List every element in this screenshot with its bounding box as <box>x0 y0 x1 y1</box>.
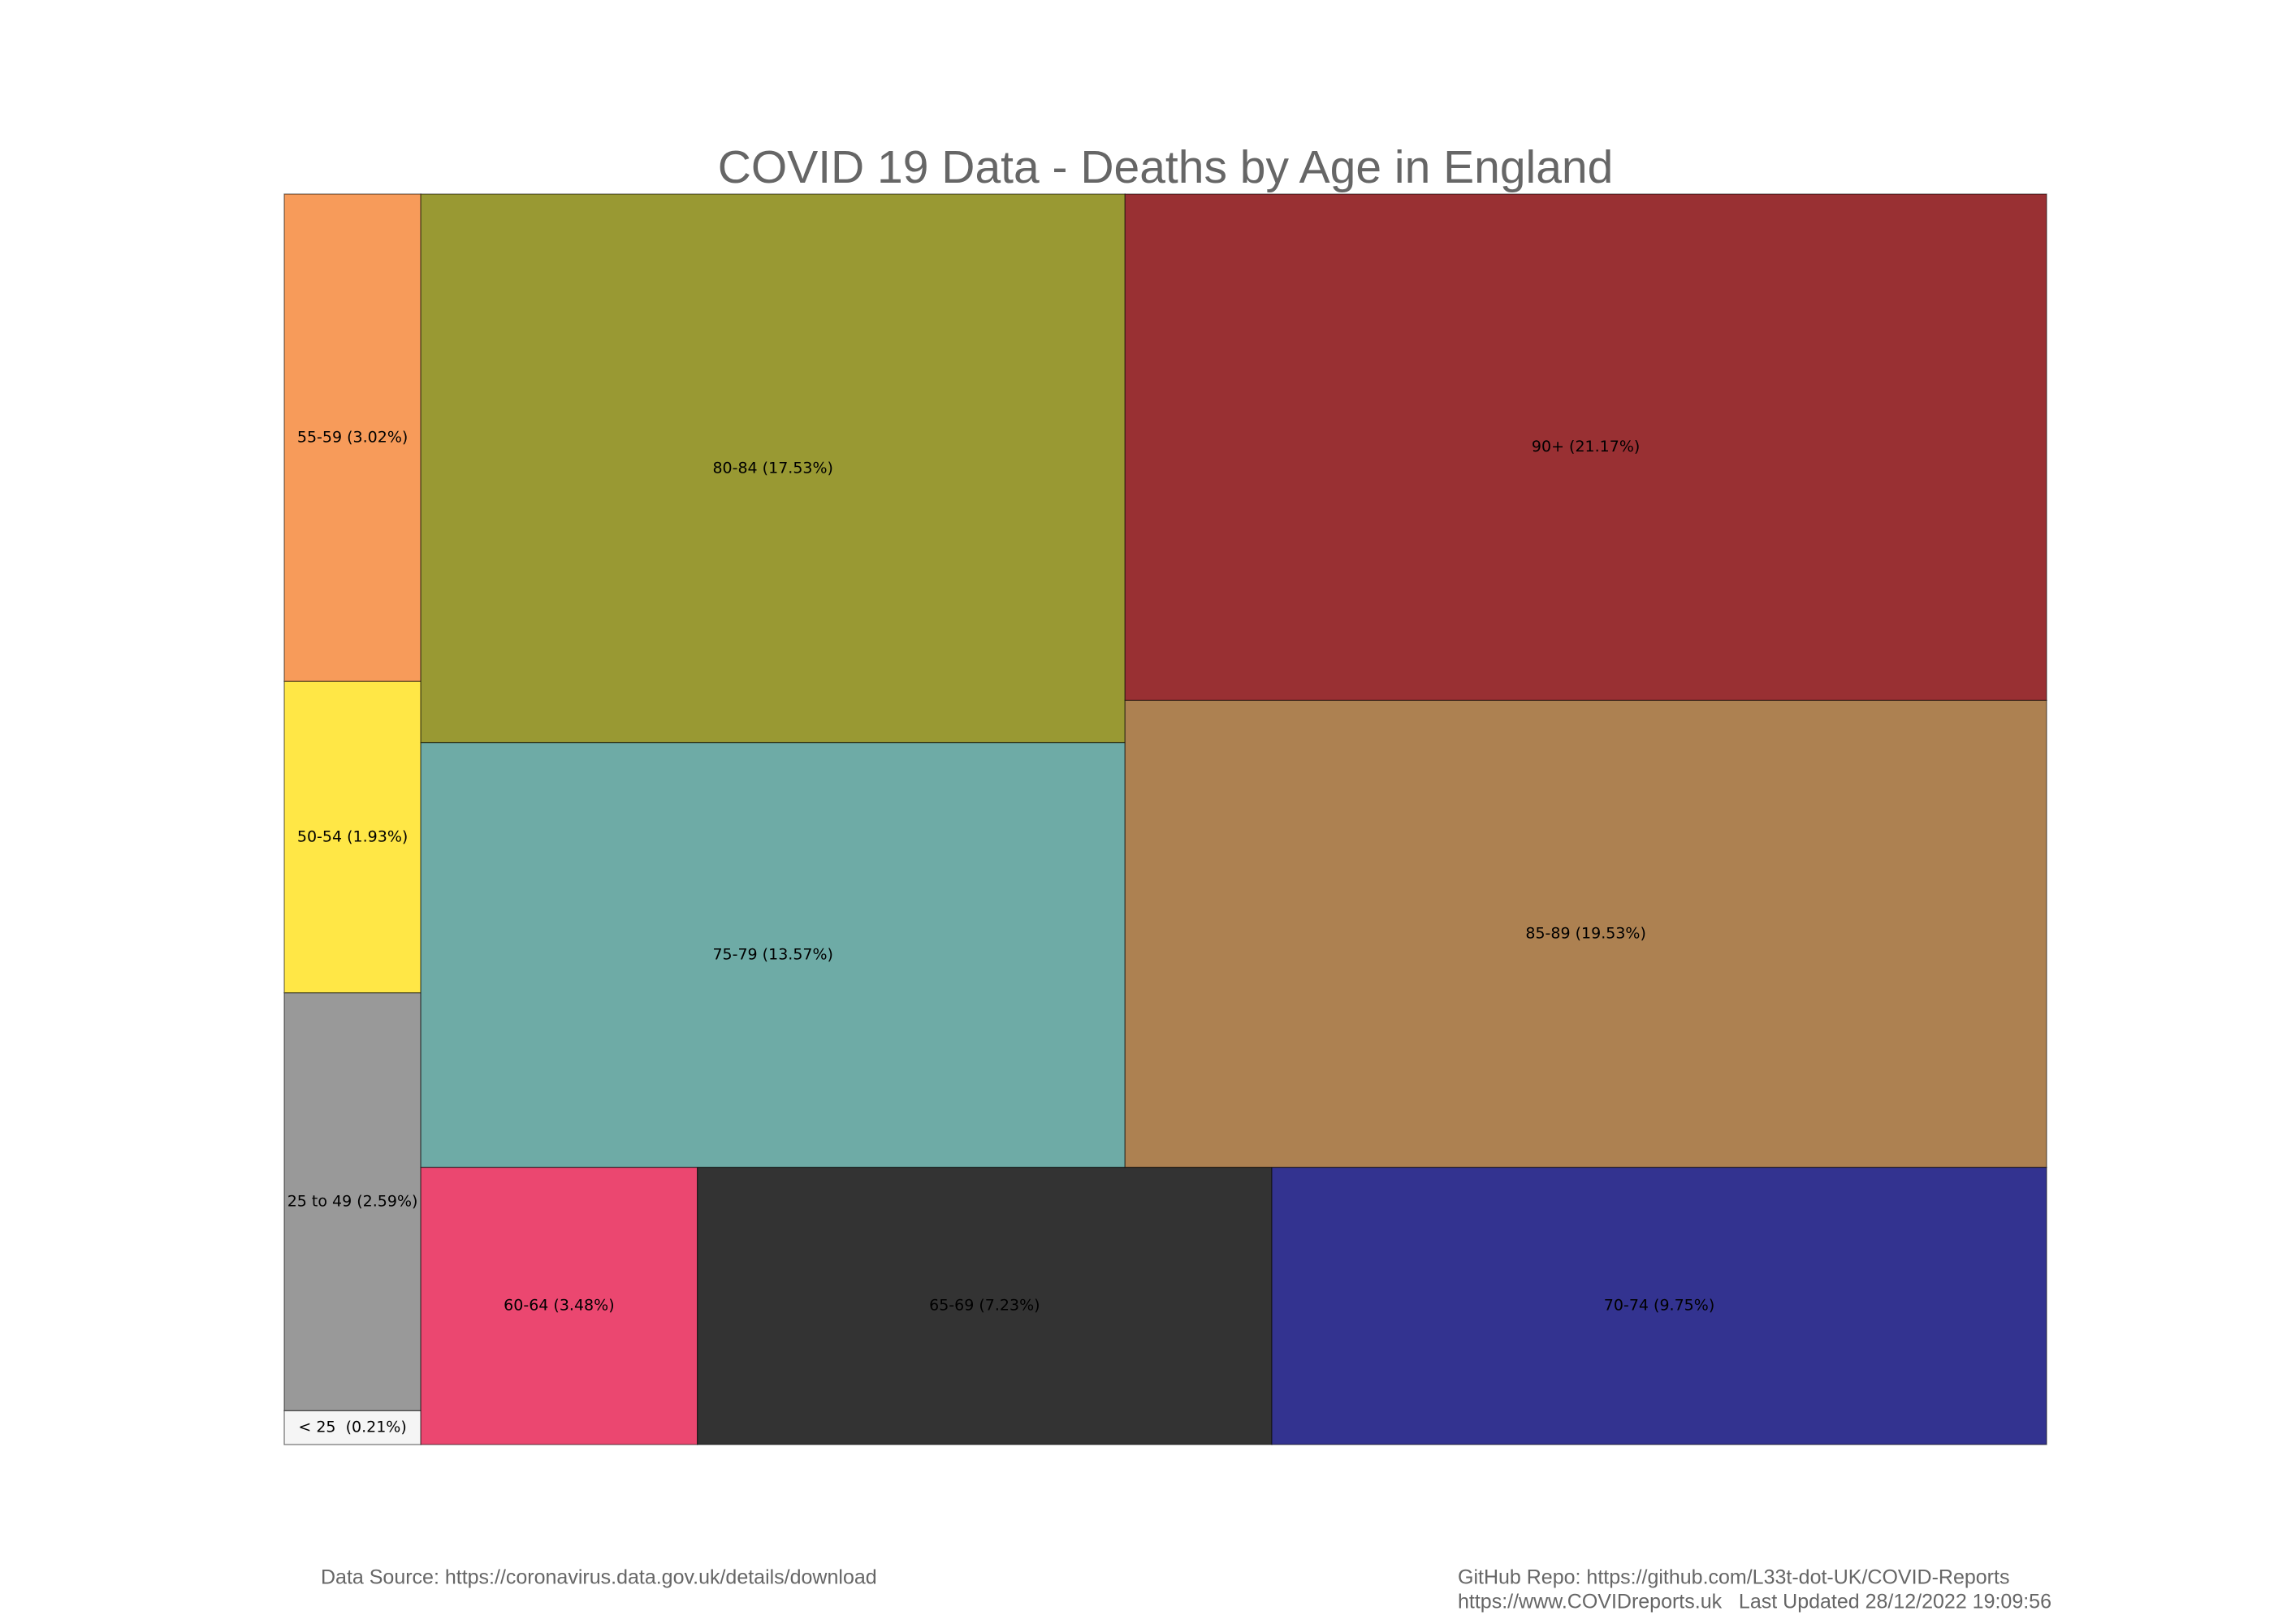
treemap-cell <box>1124 193 2047 701</box>
cell-label: 25 to 49 (2.59%) <box>287 1192 418 1210</box>
cell-label: < 25 (0.21%) <box>298 1419 406 1436</box>
treemap-cell <box>420 1166 698 1445</box>
cell-label: 50-54 (1.93%) <box>297 827 408 845</box>
treemap-cell <box>1271 1166 2047 1445</box>
treemap-cell <box>283 992 422 1411</box>
cell-label: 90+ (21.17%) <box>1532 438 1640 456</box>
treemap: < 25 (0.21%) 25 to 49 (2.59%) 50-54 (1.93%… <box>283 193 2047 1445</box>
cell-label: 85-89 (19.53%) <box>1525 924 1646 942</box>
treemap-cell <box>283 1410 422 1445</box>
footer-source: Data Source: https://coronavirus.data.go… <box>321 1566 877 1589</box>
cell-label: 75-79 (13.57%) <box>712 946 833 964</box>
footer-repo: GitHub Repo: https://github.com/L33t-dot… <box>1458 1566 2009 1589</box>
cell-label: 80-84 (17.53%) <box>712 459 833 477</box>
treemap-cell <box>697 1166 1273 1445</box>
chart-title: COVID 19 Data - Deaths by Age in England <box>718 141 1614 193</box>
treemap-cell <box>1124 699 2047 1168</box>
cell-label: 55-59 (3.02%) <box>297 429 408 447</box>
footer-updated: https://www.COVIDreports.uk Last Updated… <box>1458 1591 2051 1613</box>
cell-label: 65-69 (7.23%) <box>929 1297 1040 1315</box>
treemap-cell <box>420 193 1126 744</box>
treemap-cell <box>283 193 422 682</box>
treemap-cell <box>420 741 1126 1168</box>
cell-label: 70-74 (9.75%) <box>1604 1297 1714 1315</box>
cell-label: 60-64 (3.48%) <box>504 1297 614 1315</box>
